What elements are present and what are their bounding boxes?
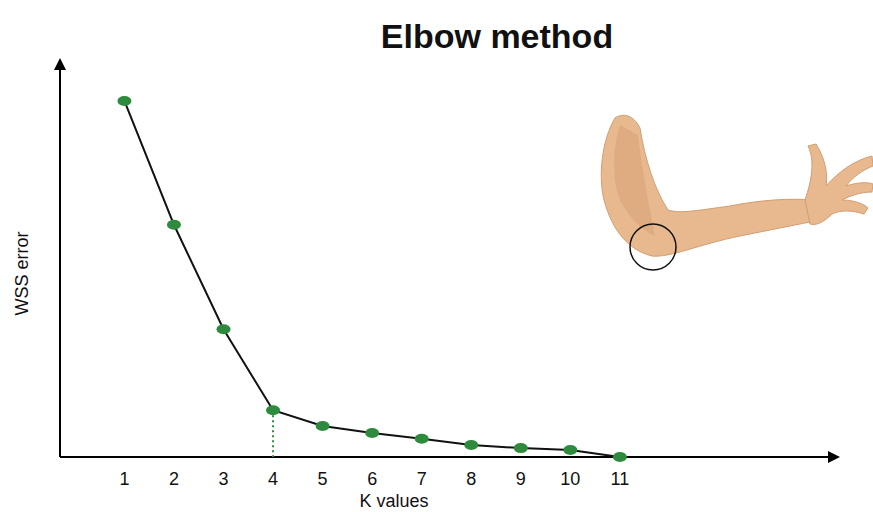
point — [266, 405, 280, 415]
arm-illustration — [601, 115, 873, 270]
x-tick-label: 4 — [268, 469, 278, 489]
point — [415, 434, 429, 444]
x-tick-label: 11 — [611, 469, 630, 489]
y-axis-title: WSS error — [12, 231, 32, 315]
point — [316, 421, 330, 431]
y-axis — [59, 70, 61, 457]
point — [117, 96, 131, 106]
point — [613, 452, 627, 462]
chart-root: Elbow method 1 2 3 4 5 6 7 8 9 10 11 K values WSS err… — [0, 0, 873, 512]
point — [514, 443, 528, 453]
point — [365, 428, 379, 438]
x-tick-label: 2 — [169, 469, 179, 489]
x-tick-label: 6 — [367, 469, 377, 489]
point — [217, 324, 231, 334]
x-tick-label: 7 — [417, 469, 427, 489]
line — [124, 101, 619, 457]
point — [563, 445, 577, 455]
x-tick-label: 9 — [516, 469, 526, 489]
x-tick-label: 1 — [119, 469, 129, 489]
point — [464, 440, 478, 450]
elbow-circle — [630, 224, 676, 270]
point — [167, 220, 181, 230]
hand — [805, 144, 873, 225]
title: Elbow method — [381, 17, 613, 55]
x-tick-label: 3 — [219, 469, 229, 489]
x-axis-arrow — [828, 451, 840, 463]
x-tick-label: 5 — [318, 469, 328, 489]
x-axis-title: K values — [359, 491, 428, 511]
x-axis — [60, 456, 828, 458]
y-axis-arrow — [54, 58, 66, 70]
elbow-line — [272, 410, 274, 457]
chart-svg: Elbow method 1 2 3 4 5 6 7 8 9 10 11 K values WSS err… — [0, 0, 873, 512]
arm-shade — [614, 125, 655, 236]
plot-area — [117, 96, 626, 462]
x-tick-label: 8 — [466, 469, 476, 489]
x-tick-label: 10 — [560, 469, 580, 489]
